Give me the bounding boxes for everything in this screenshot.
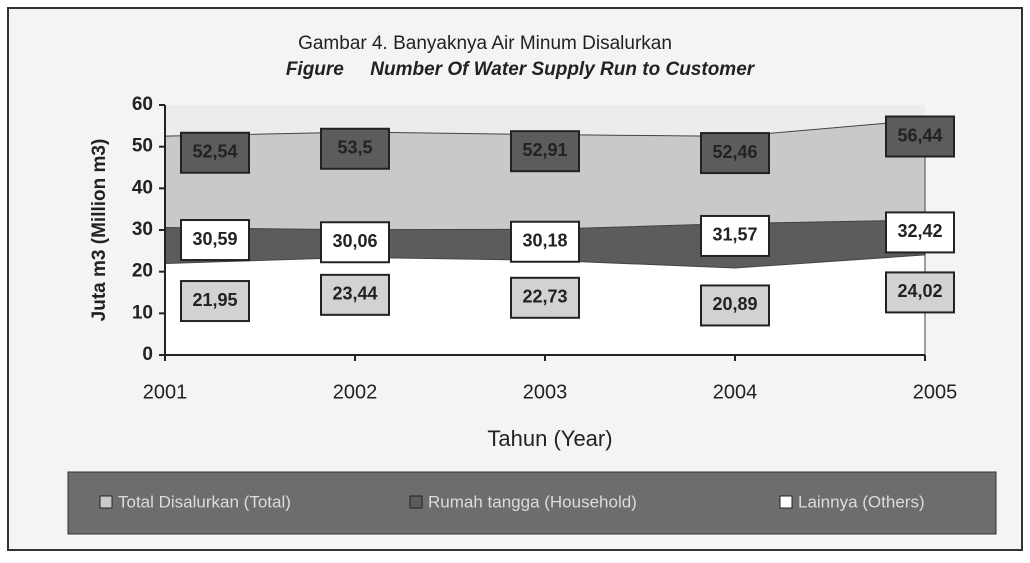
chart-subtitle: Figure Number Of Water Supply Run to Cus… — [286, 59, 756, 80]
data-label: 21,95 — [192, 290, 237, 310]
legend-swatch — [99, 495, 113, 509]
data-label-box — [510, 130, 580, 173]
y-tick-label: 40 — [132, 177, 153, 198]
data-label-box — [320, 273, 390, 316]
data-label-box — [700, 214, 770, 257]
data-label: 31,57 — [712, 225, 757, 245]
data-label: 53,5 — [337, 138, 372, 158]
y-tick-label: 0 — [142, 344, 153, 365]
y-tick-label: 30 — [132, 219, 153, 240]
data-label: 30,06 — [332, 231, 377, 251]
data-label-box — [885, 115, 955, 158]
data-label-box — [885, 271, 955, 314]
x-tick-label: 2002 — [333, 381, 378, 403]
data-label: 52,46 — [712, 142, 757, 162]
x-tick-label: 2005 — [913, 381, 958, 403]
data-label: 30,18 — [522, 231, 567, 251]
x-tick-label: 2003 — [523, 381, 568, 403]
data-label-box — [320, 127, 390, 170]
legend-swatch — [779, 495, 793, 509]
legend-label: Lainnya (Others) — [798, 492, 925, 511]
data-label: 52,54 — [192, 142, 237, 162]
data-label-box — [700, 132, 770, 175]
data-label-box — [180, 131, 250, 174]
data-label-box — [180, 219, 250, 262]
y-tick-label: 10 — [132, 302, 153, 323]
data-label-box — [320, 221, 390, 264]
data-label: 52,91 — [522, 140, 567, 160]
data-label-box — [885, 211, 955, 254]
chart-title: Gambar 4. Banyaknya Air Minum Disalurkan — [298, 33, 672, 54]
data-label: 23,44 — [332, 284, 377, 304]
y-tick-label: 50 — [132, 136, 153, 157]
legend-swatch — [409, 495, 423, 509]
x-axis-label: Tahun (Year) — [487, 426, 612, 451]
legend-box — [67, 471, 997, 535]
legend-label: Total Disalurkan (Total) — [118, 492, 291, 511]
data-label: 20,89 — [712, 294, 757, 314]
data-label: 56,44 — [897, 125, 942, 145]
y-tick-label: 60 — [132, 94, 153, 115]
data-label: 24,02 — [897, 281, 942, 301]
y-tick-label: 20 — [132, 261, 153, 282]
data-label-box — [510, 276, 580, 319]
data-label: 30,59 — [192, 229, 237, 249]
data-label: 32,42 — [897, 221, 942, 241]
y-axis-label: Juta m3 (Million m3) — [89, 139, 110, 322]
x-tick-label: 2001 — [143, 381, 188, 403]
data-label-box — [180, 280, 250, 323]
data-label-box — [700, 284, 770, 327]
legend-label: Rumah tangga (Household) — [428, 492, 637, 511]
x-tick-label: 2004 — [713, 381, 758, 403]
data-label: 22,73 — [522, 287, 567, 307]
data-label-box — [510, 220, 580, 263]
